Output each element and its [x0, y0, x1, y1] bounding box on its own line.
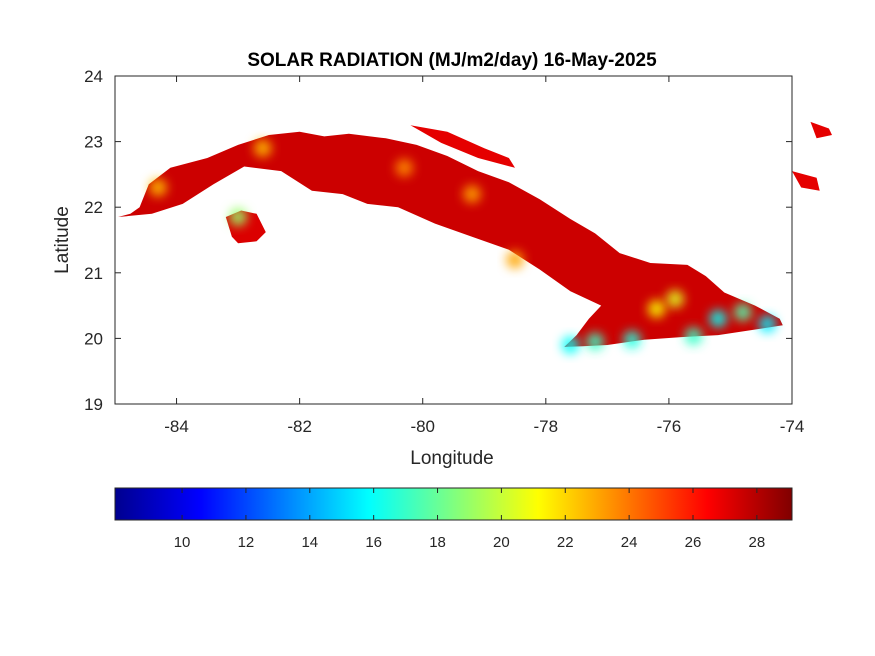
region-north-keys [410, 125, 515, 168]
colorbar: 10 12 14 16 18 20 22 24 26 28 [114, 487, 793, 551]
axes-box [114, 75, 793, 405]
data-hotspot-6 [709, 309, 728, 328]
data-hotspot-0 [229, 208, 248, 226]
data-hotspot-3 [586, 332, 605, 351]
x-tick-label: -78 [534, 417, 559, 436]
colorbar-tick-label: 18 [429, 534, 446, 551]
axes-background [115, 76, 792, 404]
colorbar-tick-label: 14 [301, 534, 318, 551]
x-tick-label: -74 [780, 417, 805, 436]
y-tick-label: 22 [84, 198, 103, 217]
data-layer [118, 121, 832, 354]
colorbar-tick-label: 20 [493, 534, 510, 551]
x-tick-label: -82 [287, 417, 312, 436]
data-hotspot-12 [395, 158, 414, 177]
colorbar-gradient [114, 487, 793, 521]
colorbar-ticks: 10 12 14 16 18 20 22 24 26 28 [174, 488, 765, 551]
region-bahamas-east [792, 171, 820, 191]
plot-area: -84 -82 -80 -78 -76 -74 19 20 21 22 23 24 [84, 67, 832, 436]
data-hotspot-5 [684, 327, 703, 346]
y-axis-label: Latitude [52, 206, 73, 274]
data-hotspot-10 [647, 299, 666, 318]
y-tick-label: 21 [84, 264, 103, 283]
y-tick-label: 23 [84, 133, 103, 152]
x-tick-label: -84 [164, 417, 189, 436]
data-hotspot-8 [758, 315, 777, 333]
region-bahamas-inagua [810, 121, 832, 139]
colorbar-tick-label: 16 [365, 534, 382, 551]
colorbar-tick-label: 26 [685, 534, 702, 551]
chart-title: SOLAR RADIATION (MJ/m2/day) 16-May-2025 [247, 50, 657, 71]
region-main-island [118, 131, 783, 347]
data-hotspot-13 [253, 139, 272, 158]
y-tick-label: 20 [84, 329, 103, 348]
data-hotspot-2 [561, 336, 580, 354]
data-hotspot-4 [623, 330, 641, 349]
data-hotspot-9 [666, 290, 685, 308]
data-hotspot-11 [506, 250, 524, 269]
colorbar-tick-label: 12 [238, 534, 255, 551]
data-hotspot-1 [149, 178, 168, 197]
y-tick-label: 19 [84, 395, 103, 414]
colorbar-tick-label: 24 [621, 534, 638, 551]
x-axis-label: Longitude [410, 448, 493, 469]
x-tick-label: -76 [657, 417, 682, 436]
axis-ticks: -84 -82 -80 -78 -76 -74 19 20 21 22 23 24 [84, 67, 804, 436]
data-hotspot-14 [463, 185, 481, 204]
colorbar-tick-label: 22 [557, 534, 574, 551]
colorbar-tick-label: 28 [749, 534, 766, 551]
x-tick-label: -80 [410, 417, 435, 436]
data-hotspot-7 [733, 303, 752, 322]
colorbar-tick-label: 10 [174, 534, 191, 551]
y-tick-label: 24 [84, 67, 103, 86]
